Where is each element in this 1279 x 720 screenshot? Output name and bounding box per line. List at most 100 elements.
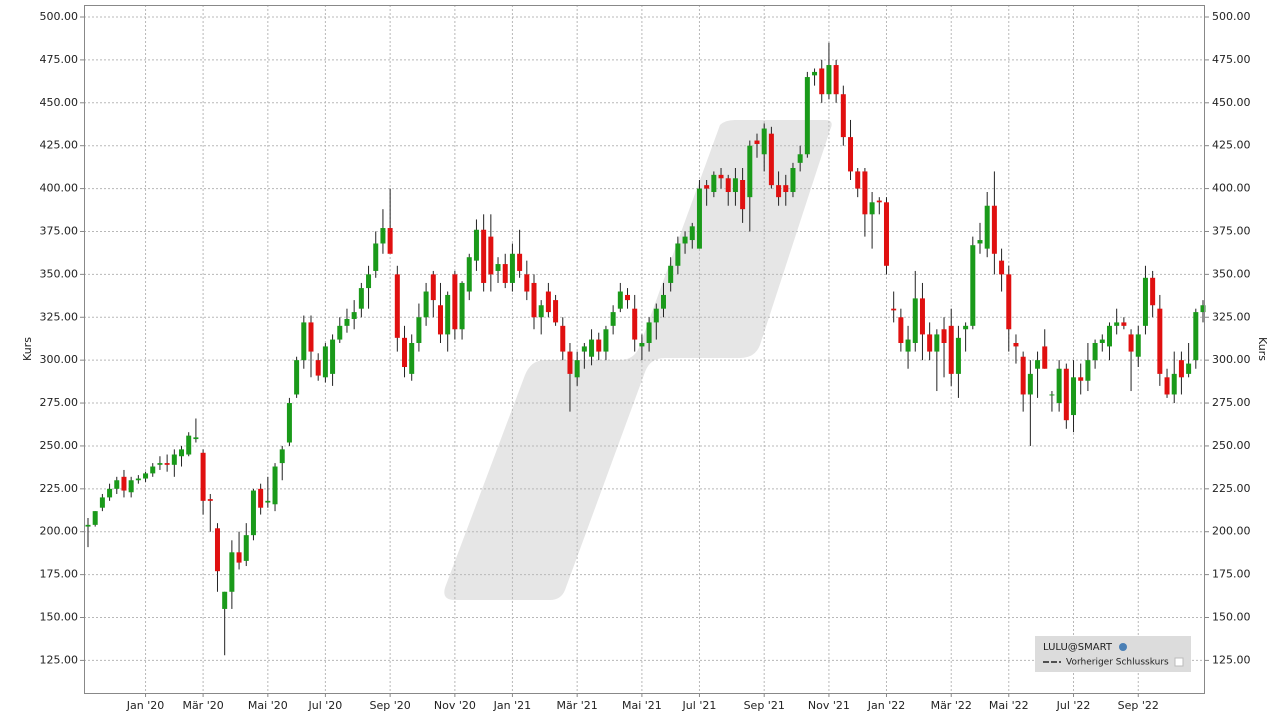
candle-body bbox=[596, 339, 602, 352]
y-tick-label: 175.00 bbox=[40, 568, 79, 581]
candle-body bbox=[804, 77, 810, 155]
candle-body bbox=[150, 466, 156, 474]
candle-body bbox=[991, 205, 997, 254]
candle-body bbox=[1121, 322, 1127, 326]
y2-tick-label: 325.00 bbox=[1212, 310, 1251, 323]
legend-box bbox=[1035, 636, 1191, 672]
candle-body bbox=[646, 322, 652, 343]
candle-body bbox=[524, 274, 530, 292]
candle-body bbox=[1035, 360, 1041, 369]
candle-body bbox=[509, 253, 515, 283]
candle-body bbox=[265, 500, 271, 503]
candle-body bbox=[430, 274, 436, 301]
candle-body bbox=[222, 591, 228, 609]
candle-body bbox=[718, 174, 724, 179]
x-tick-label: Sep '20 bbox=[370, 699, 411, 712]
candle-body bbox=[660, 294, 666, 309]
candle-body bbox=[1200, 305, 1206, 313]
candle-body bbox=[85, 524, 91, 527]
candle-body bbox=[790, 167, 796, 193]
candle-body bbox=[1063, 368, 1069, 421]
candle-body bbox=[1049, 394, 1055, 396]
candle-body bbox=[214, 528, 220, 572]
candle-body bbox=[603, 329, 609, 352]
candle-body bbox=[1135, 334, 1141, 357]
candle-body bbox=[855, 171, 861, 189]
candle-body bbox=[740, 180, 746, 210]
legend-label: LULU@SMART bbox=[1043, 642, 1113, 653]
candle-body bbox=[1157, 308, 1163, 374]
candle-body bbox=[236, 552, 242, 563]
y-tick-label: 325.00 bbox=[40, 310, 79, 323]
candle-body bbox=[164, 463, 170, 465]
candle-body bbox=[337, 325, 343, 340]
candle-body bbox=[639, 342, 645, 347]
y-tick-label: 150.00 bbox=[40, 611, 79, 624]
plot-frame bbox=[84, 5, 1205, 694]
x-tick-label: Jul '20 bbox=[307, 699, 342, 712]
y-tick-label: 250.00 bbox=[40, 439, 79, 452]
x-tick-label: Jan '20 bbox=[126, 699, 164, 712]
candle-body bbox=[452, 274, 458, 330]
x-tick-label: Jul '22 bbox=[1056, 699, 1091, 712]
candle-body bbox=[207, 499, 213, 501]
candle-body bbox=[689, 226, 695, 241]
candle-body bbox=[358, 288, 364, 309]
candle-body bbox=[776, 185, 782, 198]
candle-body bbox=[502, 264, 508, 283]
candle-body bbox=[171, 454, 177, 465]
y2-tick-label: 275.00 bbox=[1212, 396, 1251, 409]
y2-tick-label: 375.00 bbox=[1212, 224, 1251, 237]
y2-axis-label: Kurs bbox=[1256, 337, 1269, 361]
candle-body bbox=[1006, 274, 1012, 330]
candle-body bbox=[445, 294, 451, 335]
candle-body bbox=[617, 291, 623, 309]
candle-body bbox=[955, 337, 961, 374]
candle-body bbox=[696, 188, 702, 249]
candle-body bbox=[402, 337, 408, 368]
candle-body bbox=[99, 497, 105, 508]
candle-body bbox=[747, 145, 753, 198]
candle-body bbox=[243, 535, 249, 561]
y2-tick-label: 475.00 bbox=[1212, 53, 1251, 66]
x-tick-label: Nov '21 bbox=[808, 699, 850, 712]
candle-body bbox=[1193, 312, 1199, 361]
candle-body bbox=[380, 228, 386, 244]
x-tick-label: Jul '21 bbox=[682, 699, 717, 712]
candle-body bbox=[610, 312, 616, 326]
y2-tick-label: 200.00 bbox=[1212, 525, 1251, 538]
legend-icon bbox=[1119, 643, 1127, 651]
candle-body bbox=[179, 449, 185, 457]
legend-label: Vorheriger Schlusskurs bbox=[1066, 658, 1169, 668]
candle-body bbox=[682, 236, 688, 244]
candle-body bbox=[272, 466, 278, 505]
x-tick-label: Nov '20 bbox=[434, 699, 476, 712]
candle-body bbox=[711, 174, 717, 193]
candle-body bbox=[1164, 377, 1170, 395]
legend: LULU@SMART Vorheriger Schlusskurs bbox=[1035, 636, 1191, 672]
candle-body bbox=[725, 178, 731, 193]
candle-body bbox=[107, 488, 113, 498]
candle-body bbox=[459, 282, 465, 330]
candle-body bbox=[466, 257, 472, 292]
candle-body bbox=[545, 291, 551, 313]
candle-body bbox=[567, 351, 573, 374]
candle-body bbox=[387, 228, 393, 254]
y-tick-label: 500.00 bbox=[40, 10, 79, 23]
y-tick-label: 450.00 bbox=[40, 96, 79, 109]
candle-body bbox=[315, 360, 321, 376]
y-tick-label: 375.00 bbox=[40, 224, 79, 237]
candle-body bbox=[1056, 368, 1062, 404]
candle-body bbox=[732, 178, 738, 193]
y2-tick-label: 150.00 bbox=[1212, 611, 1251, 624]
y2-tick-label: 425.00 bbox=[1212, 139, 1251, 152]
candle-body bbox=[135, 478, 141, 481]
y2-tick-label: 500.00 bbox=[1212, 10, 1251, 23]
candle-body bbox=[581, 346, 587, 352]
candle-body bbox=[797, 154, 803, 163]
legend-checkbox[interactable] bbox=[1174, 657, 1184, 667]
candle-body bbox=[1078, 377, 1084, 381]
candle-body bbox=[1071, 377, 1077, 416]
candle-body bbox=[258, 488, 264, 508]
